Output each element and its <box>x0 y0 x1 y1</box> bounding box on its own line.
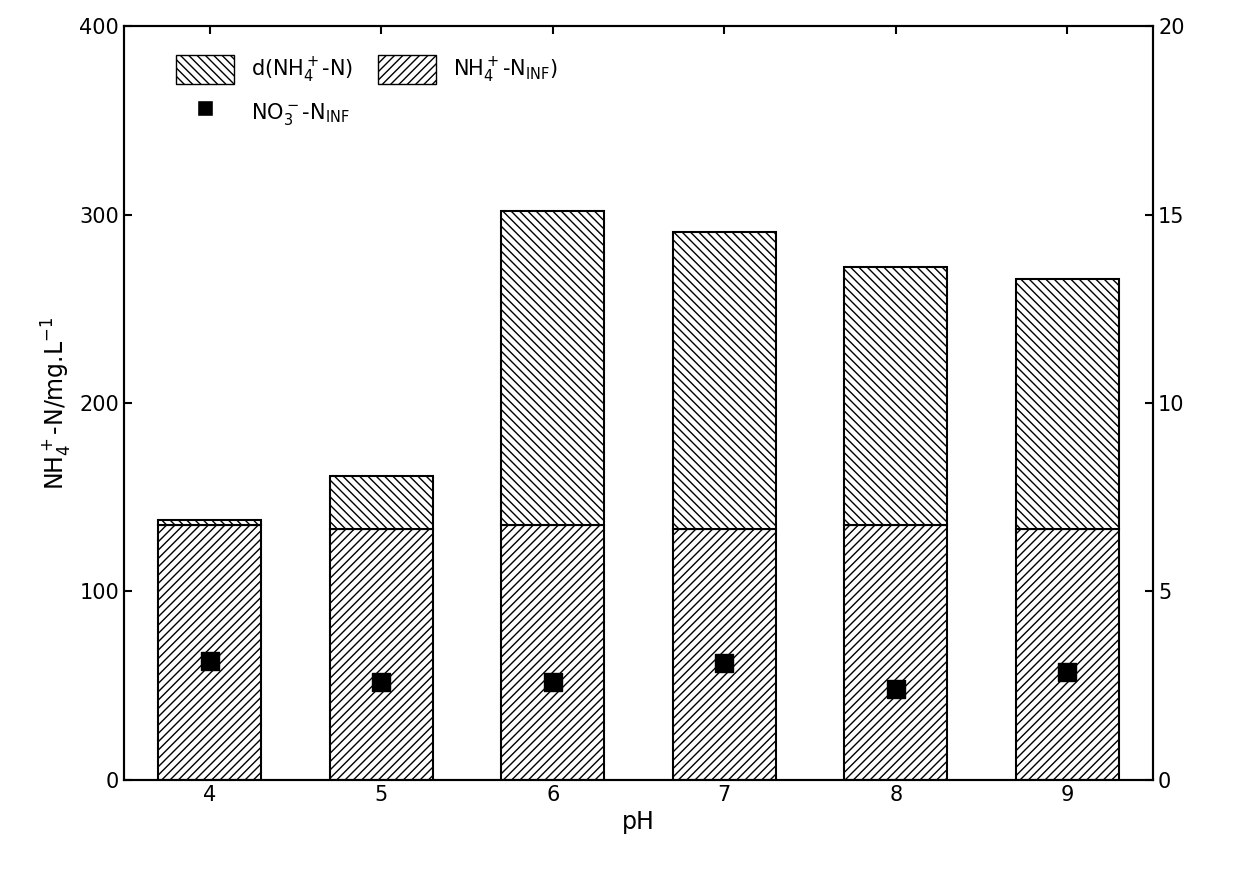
Bar <box>844 267 947 526</box>
Bar <box>1016 529 1118 780</box>
Bar <box>159 519 262 526</box>
Bar <box>501 526 604 780</box>
Point <box>1058 665 1078 679</box>
Point <box>371 675 391 689</box>
Bar <box>844 526 947 780</box>
X-axis label: pH: pH <box>622 810 655 834</box>
Legend: d(NH$_4^+$-N), NO$_3^-$-N$_{\rm INF}$, NH$_4^+$-N$_{\rm INF}$): d(NH$_4^+$-N), NO$_3^-$-N$_{\rm INF}$, N… <box>165 44 569 138</box>
Point <box>714 656 734 670</box>
Bar <box>1016 279 1118 529</box>
Y-axis label: NH$_4^+$-N/mg.L$^{-1}$: NH$_4^+$-N/mg.L$^{-1}$ <box>40 316 74 490</box>
Bar <box>673 529 776 780</box>
Point <box>543 675 563 689</box>
Bar <box>501 211 604 526</box>
Bar <box>330 529 433 780</box>
Bar <box>330 477 433 529</box>
Bar <box>159 526 262 780</box>
Bar <box>673 231 776 529</box>
Point <box>885 682 905 696</box>
Point <box>200 654 219 668</box>
